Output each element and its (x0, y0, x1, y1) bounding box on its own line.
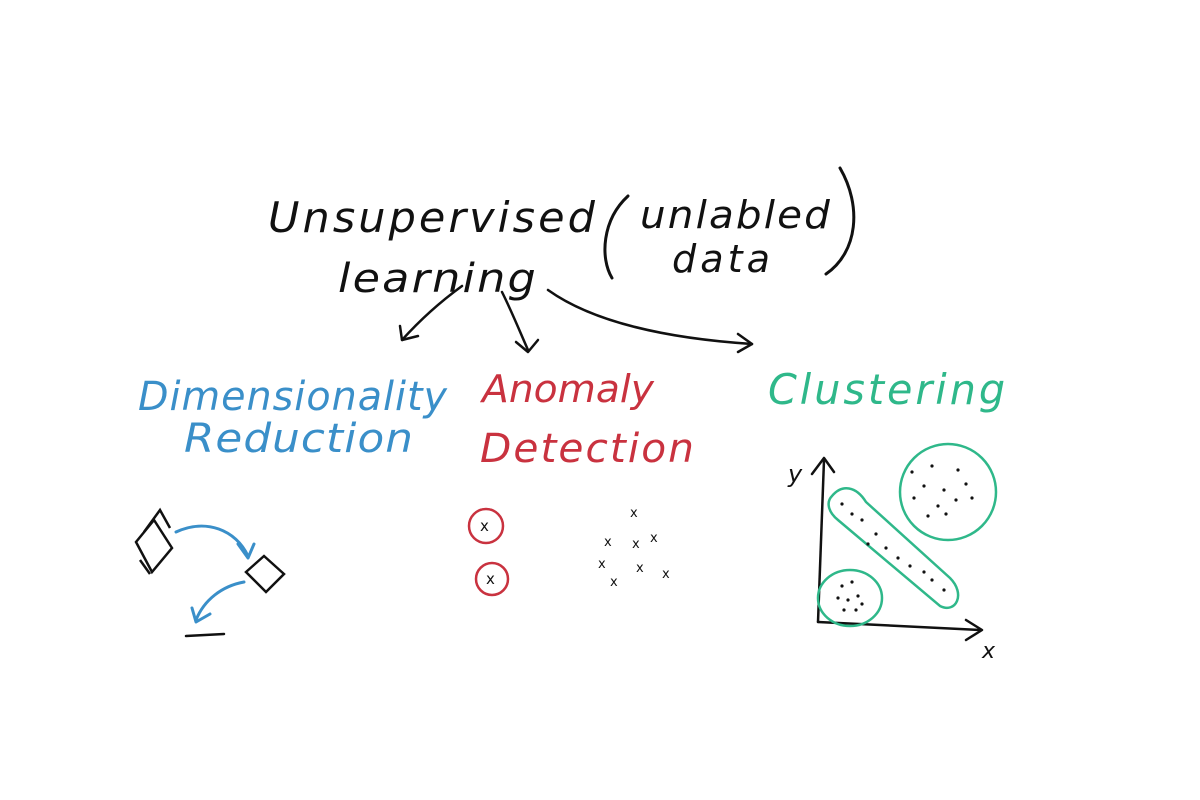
cluster-point (912, 496, 916, 500)
arrow-to-dimensionality (398, 284, 464, 342)
cluster-point (908, 564, 912, 568)
y-axis (810, 456, 836, 624)
normal-point: x (604, 535, 612, 550)
normal-point: x (610, 575, 618, 590)
anomaly-sketch: x x x x x x x x x x (467, 506, 670, 597)
cluster-point (850, 512, 854, 516)
cluster-point (866, 542, 870, 546)
cluster-points (836, 464, 974, 612)
cluster-round-top-right (898, 442, 998, 542)
y-axis-label: y (787, 460, 803, 488)
cluster-point (850, 580, 854, 584)
cluster-point (936, 504, 940, 508)
close-parenthesis (824, 166, 856, 276)
arrow-2d-to-1d (194, 580, 246, 622)
cluster-point (942, 488, 946, 492)
cluster-point (922, 484, 926, 488)
cluster-point (860, 518, 864, 522)
dimensionality-sketch (134, 507, 286, 638)
arrow-to-clustering (546, 288, 754, 354)
cluster-point (840, 502, 844, 506)
title-line-1: Unsupervised (268, 193, 598, 242)
dimensionality-label-line-1: Dimensionality (138, 374, 448, 420)
normal-point: x (650, 531, 658, 546)
x-axis-label: x (981, 639, 996, 664)
anomaly-label-line-1: Anomaly (479, 367, 655, 411)
cluster-diagonal-band (827, 487, 960, 609)
anomaly-point-2: x (486, 570, 495, 588)
title-line-2: learning (338, 256, 538, 302)
cluster-point (930, 464, 934, 468)
cluster-point (840, 584, 844, 588)
cluster-point (896, 556, 900, 560)
cluster-point (970, 496, 974, 500)
cluster-point (846, 598, 850, 602)
open-parenthesis (603, 194, 630, 280)
normal-point: x (598, 557, 606, 572)
anomaly-circle-1 (467, 507, 505, 545)
cluster-point (956, 468, 960, 472)
anomaly-label-line-2: Detection (480, 426, 696, 472)
note-line-2: data (672, 237, 774, 281)
main-title: Unsupervised learning (268, 193, 598, 302)
branch-anomaly-detection: Anomaly Detection (479, 367, 696, 472)
normal-point: x (632, 537, 640, 552)
clustering-sketch: y x (787, 442, 998, 664)
arrow-3d-to-2d (174, 524, 250, 558)
cluster-point (842, 608, 846, 612)
normal-points-cluster: x x x x x x x x (598, 506, 670, 590)
branch-arrows (398, 284, 754, 354)
cluster-point (922, 570, 926, 574)
cluster-point (860, 602, 864, 606)
x-axis (816, 618, 984, 642)
cluster-point (836, 596, 840, 600)
cluster-point (954, 498, 958, 502)
cluster-round-bottom-left (816, 568, 884, 628)
2d-square-shape (244, 554, 286, 594)
3d-cube-shape (134, 507, 174, 575)
arrowhead-3d-to-2d (236, 542, 256, 560)
cluster-point (854, 608, 858, 612)
branch-clustering: Clustering (768, 365, 1008, 414)
cluster-point (942, 588, 946, 592)
unlabeled-data-note: unlabled data (603, 166, 856, 281)
anomaly-circle-2 (474, 561, 510, 597)
arrowhead-2d-to-1d (190, 606, 212, 624)
arrow-to-anomaly (500, 290, 540, 354)
cluster-point (874, 532, 878, 536)
clustering-label: Clustering (768, 365, 1008, 414)
cluster-point (856, 594, 860, 598)
normal-point: x (630, 506, 638, 521)
normal-point: x (662, 567, 670, 582)
cluster-point (930, 578, 934, 582)
cluster-point (964, 482, 968, 486)
cluster-point (884, 546, 888, 550)
1d-line-shape (184, 632, 226, 638)
cluster-point (944, 512, 948, 516)
dimensionality-label-line-2: Reduction (184, 416, 414, 462)
note-line-1: unlabled (640, 193, 832, 237)
cluster-point (910, 470, 914, 474)
normal-point: x (636, 561, 644, 576)
branch-dimensionality-reduction: Dimensionality Reduction (138, 374, 448, 462)
cluster-point (926, 514, 930, 518)
anomaly-point-1: x (480, 517, 489, 535)
